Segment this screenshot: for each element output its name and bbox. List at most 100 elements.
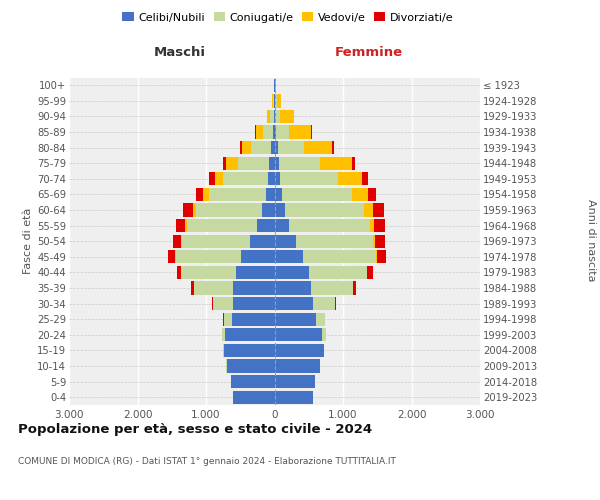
Bar xyxy=(168,250,175,264)
Bar xyxy=(374,219,385,232)
Bar xyxy=(373,234,376,248)
Bar xyxy=(223,328,225,342)
Bar xyxy=(226,156,238,170)
Bar xyxy=(275,219,289,232)
Bar xyxy=(238,156,269,170)
Bar xyxy=(275,328,322,342)
Bar xyxy=(322,328,326,342)
Bar xyxy=(275,390,313,404)
Bar xyxy=(352,188,368,201)
Bar xyxy=(303,250,376,264)
Bar xyxy=(173,234,181,248)
Bar xyxy=(269,110,274,123)
Bar xyxy=(289,126,311,138)
Bar xyxy=(176,250,241,264)
Legend: Celibi/Nubili, Coniugati/e, Vedovi/e, Divorziati/e: Celibi/Nubili, Coniugati/e, Vedovi/e, Di… xyxy=(118,8,458,27)
Bar xyxy=(279,156,320,170)
Bar xyxy=(376,234,385,248)
Bar xyxy=(377,250,386,264)
Bar xyxy=(250,234,275,248)
Bar xyxy=(275,156,279,170)
Bar xyxy=(262,204,275,216)
Bar xyxy=(255,126,256,138)
Bar xyxy=(268,172,275,186)
Bar xyxy=(282,188,352,201)
Bar xyxy=(227,360,275,372)
Bar xyxy=(263,126,273,138)
Bar xyxy=(273,94,274,108)
Bar xyxy=(223,156,226,170)
Bar xyxy=(236,266,275,279)
Bar xyxy=(273,126,275,138)
Bar xyxy=(275,94,277,108)
Bar xyxy=(311,282,353,294)
Bar xyxy=(257,219,275,232)
Bar xyxy=(225,328,275,342)
Bar xyxy=(223,172,268,186)
Bar xyxy=(276,126,289,138)
Bar xyxy=(275,126,276,138)
Bar xyxy=(367,266,373,279)
Bar xyxy=(196,188,203,201)
Bar xyxy=(362,172,368,186)
Bar xyxy=(338,172,362,186)
Bar xyxy=(266,188,275,201)
Bar xyxy=(242,141,251,154)
Bar xyxy=(233,390,275,404)
Bar xyxy=(203,188,209,201)
Bar xyxy=(275,250,303,264)
Bar xyxy=(275,172,280,186)
Bar xyxy=(353,282,356,294)
Bar xyxy=(233,282,275,294)
Bar xyxy=(183,204,193,216)
Bar xyxy=(275,141,278,154)
Bar xyxy=(269,156,275,170)
Bar xyxy=(193,204,196,216)
Bar xyxy=(311,126,313,138)
Text: COMUNE DI MODICA (RG) - Dati ISTAT 1° gennaio 2024 - Elaborazione TUTTITALIA.IT: COMUNE DI MODICA (RG) - Dati ISTAT 1° ge… xyxy=(18,458,396,466)
Bar xyxy=(176,219,185,232)
Bar xyxy=(182,234,250,248)
Bar xyxy=(280,110,294,123)
Y-axis label: Fasce di età: Fasce di età xyxy=(23,208,33,274)
Bar xyxy=(177,266,181,279)
Bar xyxy=(267,110,269,123)
Bar xyxy=(187,219,257,232)
Bar xyxy=(364,204,373,216)
Bar xyxy=(275,78,276,92)
Bar xyxy=(296,234,373,248)
Text: Anni di nascita: Anni di nascita xyxy=(586,198,596,281)
Bar xyxy=(320,156,352,170)
Bar xyxy=(224,344,275,357)
Bar xyxy=(275,110,280,123)
Bar xyxy=(277,94,281,108)
Bar xyxy=(181,266,236,279)
Bar xyxy=(352,156,355,170)
Bar xyxy=(280,172,338,186)
Bar xyxy=(278,141,304,154)
Bar xyxy=(316,312,325,326)
Bar xyxy=(332,141,334,154)
Bar xyxy=(185,219,187,232)
Bar xyxy=(286,204,364,216)
Bar xyxy=(313,297,335,310)
Text: Femmine: Femmine xyxy=(335,46,403,60)
Bar xyxy=(275,375,315,388)
Bar xyxy=(335,297,336,310)
Bar xyxy=(289,219,370,232)
Bar xyxy=(275,282,311,294)
Bar xyxy=(194,282,233,294)
Bar xyxy=(304,141,332,154)
Bar xyxy=(233,297,275,310)
Bar xyxy=(275,312,316,326)
Bar xyxy=(271,141,275,154)
Bar xyxy=(196,204,262,216)
Bar xyxy=(275,344,324,357)
Bar xyxy=(240,141,242,154)
Bar xyxy=(275,266,309,279)
Bar xyxy=(241,250,275,264)
Bar xyxy=(191,282,194,294)
Bar xyxy=(275,204,286,216)
Bar xyxy=(251,141,271,154)
Text: Maschi: Maschi xyxy=(154,46,206,60)
